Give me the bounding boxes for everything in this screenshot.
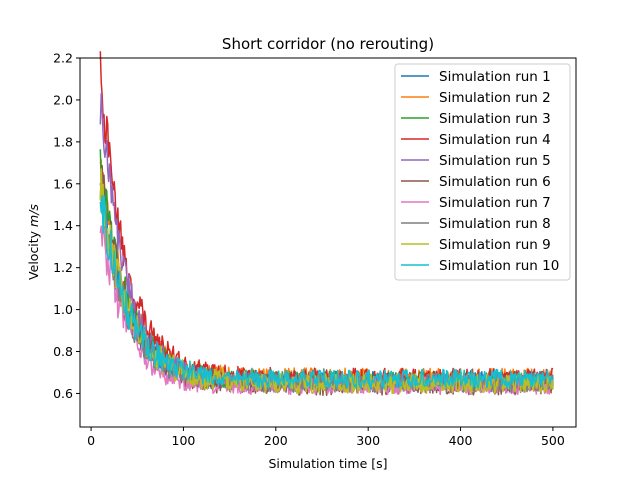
y-tick-label: 1.2 [53, 260, 73, 275]
legend-label: Simulation run 9 [439, 237, 551, 253]
y-tick-label: 1.4 [53, 218, 73, 233]
x-tick-label: 0 [87, 433, 95, 448]
legend-label: Simulation run 6 [439, 174, 551, 190]
x-axis: 0 100 200 300 400 500 [87, 427, 565, 448]
legend-label: Simulation run 5 [439, 153, 551, 169]
x-axis-label: Simulation time [s] [268, 456, 387, 471]
y-axis: 0.6 0.8 1.0 1.2 1.4 1.6 1.8 2.0 2.2 [53, 51, 80, 401]
y-tick-label: 2.0 [53, 92, 73, 107]
y-tick-label: 2.2 [53, 51, 73, 66]
plot-lines [99, 51, 554, 397]
x-tick-label: 200 [264, 433, 288, 448]
y-axis-label: Velocity m/s [26, 204, 41, 280]
y-tick-label: 0.6 [53, 386, 73, 401]
x-tick-label: 400 [449, 433, 473, 448]
legend-label: Simulation run 7 [439, 195, 551, 211]
series-line-9 [99, 168, 554, 395]
chart-title: Short corridor (no rerouting) [222, 35, 434, 53]
y-tick-label: 0.8 [53, 344, 73, 359]
legend-label: Simulation run 1 [439, 69, 551, 85]
series-line-10 [99, 194, 554, 389]
legend-label: Simulation run 8 [439, 216, 551, 232]
y-axis-label-unit: m/s [26, 204, 41, 227]
y-tick-label: 1.0 [53, 302, 73, 317]
y-axis-label-text: Velocity [26, 227, 41, 280]
legend-label: Simulation run 10 [439, 258, 559, 274]
x-tick-label: 300 [356, 433, 380, 448]
y-tick-label: 1.6 [53, 176, 73, 191]
legend: Simulation run 1 Simulation run 2 Simulati… [394, 63, 571, 281]
x-tick-label: 100 [172, 433, 196, 448]
axes-frame [79, 57, 577, 428]
legend-label: Simulation run 2 [439, 90, 551, 106]
y-tick-label: 1.8 [53, 134, 73, 149]
legend-box [394, 63, 571, 281]
legend-label: Simulation run 3 [439, 111, 551, 127]
x-tick-label: 500 [541, 433, 565, 448]
legend-label: Simulation run 4 [439, 132, 551, 148]
